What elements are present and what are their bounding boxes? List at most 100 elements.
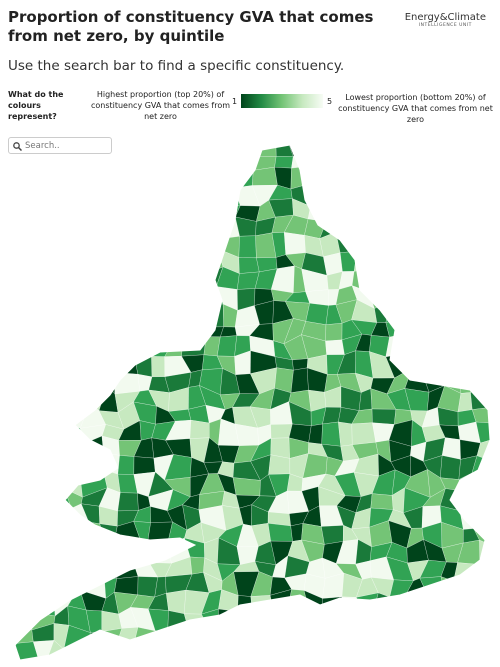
constituency-area[interactable] [406,199,430,225]
constituency-area[interactable] [442,325,464,341]
constituency-area[interactable] [188,273,205,288]
constituency-area[interactable] [80,170,108,189]
constituency-area[interactable] [360,646,380,658]
constituency-area[interactable] [0,406,12,420]
constituency-area[interactable] [392,199,411,225]
constituency-area[interactable] [54,367,68,389]
constituency-area[interactable] [460,168,477,185]
constituency-area[interactable] [238,235,257,259]
constituency-area[interactable] [0,305,15,322]
constituency-area[interactable] [138,172,159,191]
search-box[interactable]: Search.. [8,137,112,154]
constituency-area[interactable] [258,658,274,667]
constituency-area[interactable] [97,333,122,360]
constituency-area[interactable] [63,289,88,307]
constituency-area[interactable] [116,220,142,238]
constituency-area[interactable] [67,163,90,191]
constituency-area[interactable] [232,477,261,497]
constituency-area[interactable] [116,250,141,270]
constituency-area[interactable] [320,629,340,648]
constituency-area[interactable] [237,133,254,157]
constituency-area[interactable] [251,166,278,186]
constituency-area[interactable] [386,272,411,286]
constituency-area[interactable] [470,386,492,410]
constituency-area[interactable] [302,149,329,175]
constituency-area[interactable] [325,339,345,355]
constituency-area[interactable] [471,588,491,613]
constituency-area[interactable] [103,556,121,579]
constituency-area[interactable] [137,130,156,157]
constituency-area[interactable] [421,623,443,645]
constituency-area[interactable] [402,283,425,307]
constituency-area[interactable] [28,505,54,529]
constituency-area[interactable] [421,642,440,658]
constituency-area[interactable] [84,202,105,222]
constituency-area[interactable] [488,401,500,428]
constituency-area[interactable] [28,151,54,173]
constituency-area[interactable] [487,471,500,498]
constituency-area[interactable] [351,231,379,258]
constituency-area[interactable] [351,133,377,153]
constituency-area[interactable] [13,333,38,358]
constituency-area[interactable] [267,523,293,542]
constituency-area[interactable] [14,169,37,186]
constituency-area[interactable] [13,354,38,374]
constituency-area[interactable] [487,461,500,479]
constituency-area[interactable] [471,641,492,660]
constituency-area[interactable] [36,656,49,667]
constituency-area[interactable] [487,486,500,507]
constituency-area[interactable] [153,307,172,327]
constituency-area[interactable] [270,423,293,439]
constituency-area[interactable] [0,471,17,491]
constituency-area[interactable] [284,640,311,659]
constituency-area[interactable] [12,318,34,339]
constituency-area[interactable] [182,135,210,150]
constituency-area[interactable] [284,657,308,667]
constituency-area[interactable] [139,155,159,175]
constituency-area[interactable] [444,204,458,226]
constituency-area[interactable] [471,658,492,667]
constituency-area[interactable] [28,572,55,598]
constituency-area[interactable] [373,164,392,188]
constituency-area[interactable] [172,215,190,243]
constituency-area[interactable] [389,130,413,150]
constituency-area[interactable] [153,202,173,224]
constituency-area[interactable] [97,319,119,336]
constituency-area[interactable] [96,357,122,373]
constituency-area[interactable] [268,454,291,475]
constituency-area[interactable] [13,206,40,223]
constituency-area[interactable] [198,198,220,222]
constituency-area[interactable] [274,156,294,169]
constituency-area[interactable] [445,588,465,616]
constituency-area[interactable] [116,267,133,289]
constituency-area[interactable] [120,186,139,208]
constituency-area[interactable] [424,299,446,327]
constituency-area[interactable] [488,422,500,445]
constituency-area[interactable] [113,358,139,375]
constituency-area[interactable] [273,640,287,660]
constituency-area[interactable] [270,657,291,667]
constituency-area[interactable] [148,135,175,156]
constituency-area[interactable] [101,236,122,253]
constituency-area[interactable] [492,369,500,387]
constituency-area[interactable] [444,270,461,292]
constituency-area[interactable] [470,290,498,309]
constituency-area[interactable] [368,267,395,293]
constituency-area[interactable] [324,202,344,223]
constituency-area[interactable] [66,187,90,204]
constituency-area[interactable] [0,612,21,630]
constituency-area[interactable] [130,267,157,292]
constituency-area[interactable] [424,610,448,631]
constituency-area[interactable] [172,237,191,258]
constituency-area[interactable] [458,324,473,344]
constituency-area[interactable] [136,300,158,322]
constituency-area[interactable] [494,354,500,371]
constituency-area[interactable] [102,539,121,559]
constituency-area[interactable] [444,285,464,308]
constituency-area[interactable] [473,504,493,529]
constituency-area[interactable] [454,198,482,226]
constituency-area[interactable] [165,271,191,288]
constituency-area[interactable] [208,136,223,150]
constituency-area[interactable] [154,657,172,667]
constituency-area[interactable] [113,658,139,667]
